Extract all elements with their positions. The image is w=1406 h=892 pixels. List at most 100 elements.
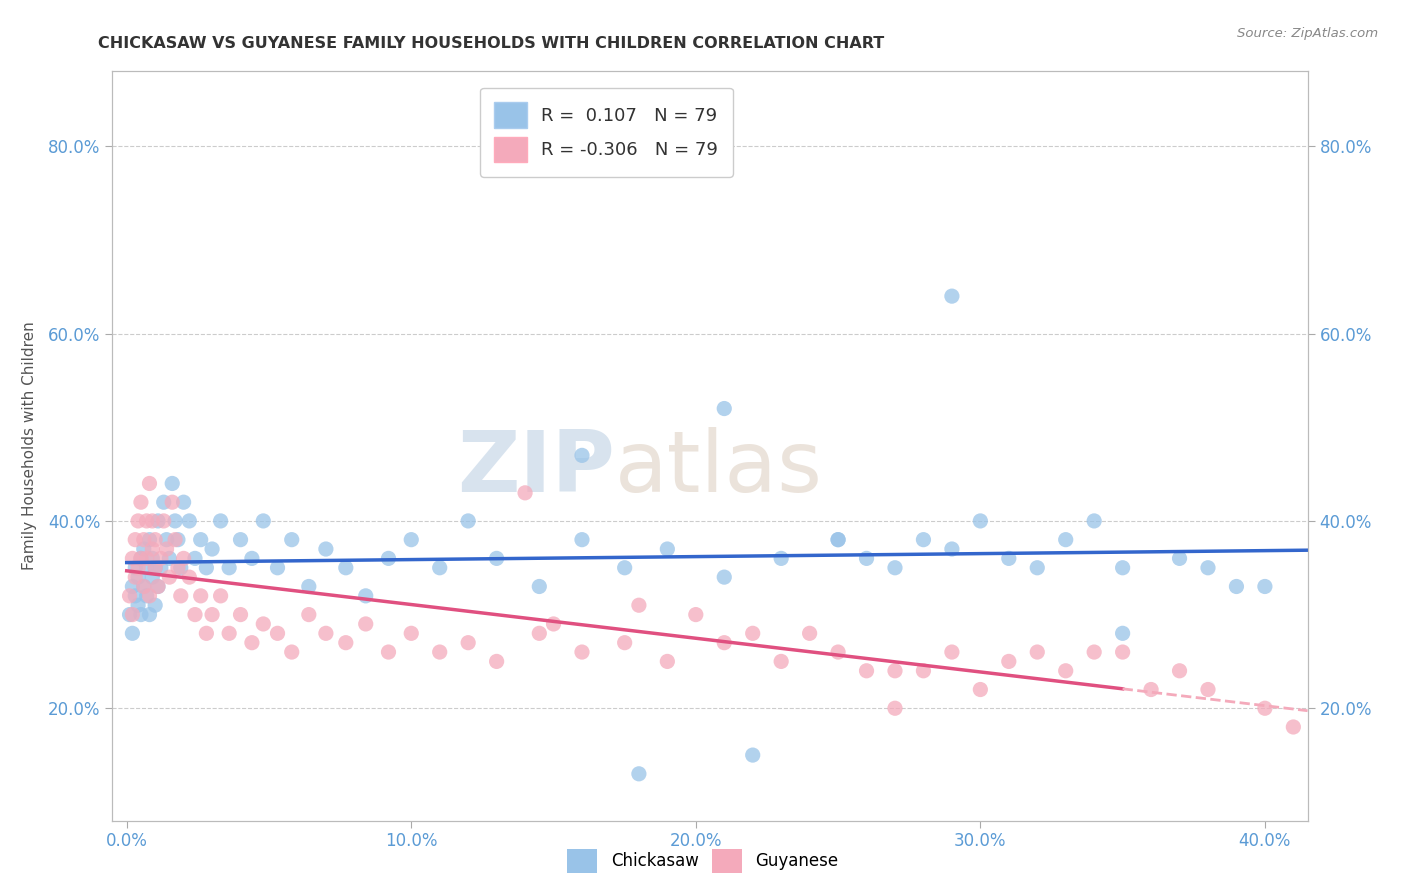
Point — [713, 635, 735, 649]
Point — [170, 589, 193, 603]
Point — [124, 589, 146, 603]
Point — [195, 561, 218, 575]
Point — [827, 645, 849, 659]
Point — [132, 533, 155, 547]
Point — [1197, 682, 1219, 697]
Point — [209, 589, 232, 603]
Point — [170, 561, 193, 575]
Point — [998, 551, 1021, 566]
Point — [855, 551, 877, 566]
Point — [167, 533, 190, 547]
Point — [121, 626, 143, 640]
Point — [401, 533, 423, 547]
Point — [190, 589, 212, 603]
Point — [132, 580, 155, 594]
Point — [969, 682, 991, 697]
Point — [149, 561, 172, 575]
Point — [377, 645, 399, 659]
Point — [315, 542, 337, 557]
Point — [135, 561, 157, 575]
Point — [127, 599, 149, 613]
Point — [118, 607, 141, 622]
Point — [152, 514, 174, 528]
Point — [149, 551, 172, 566]
Point — [143, 561, 166, 575]
Point — [713, 401, 735, 416]
Point — [281, 645, 304, 659]
Point — [184, 551, 207, 566]
Point — [1111, 626, 1133, 640]
Point — [190, 533, 212, 547]
Point — [741, 626, 763, 640]
Point — [167, 561, 190, 575]
Text: atlas: atlas — [614, 427, 823, 510]
Point — [155, 542, 177, 557]
Point — [298, 607, 321, 622]
Point — [770, 655, 793, 669]
Point — [252, 617, 274, 632]
Point — [143, 561, 166, 575]
Point — [377, 551, 399, 566]
Point — [129, 607, 152, 622]
Point — [1054, 664, 1077, 678]
Point — [152, 495, 174, 509]
Point — [657, 542, 679, 557]
Point — [1168, 551, 1191, 566]
Point — [157, 570, 180, 584]
Point — [485, 551, 508, 566]
Y-axis label: Family Households with Children: Family Households with Children — [22, 322, 37, 570]
Point — [218, 626, 240, 640]
Point — [969, 514, 991, 528]
Point — [529, 626, 551, 640]
Point — [155, 533, 177, 547]
Point — [1026, 561, 1049, 575]
Point — [121, 580, 143, 594]
Point — [1254, 580, 1277, 594]
Point — [146, 580, 169, 594]
Point — [1111, 561, 1133, 575]
Point — [129, 551, 152, 566]
Point — [1111, 645, 1133, 659]
Point — [1083, 645, 1105, 659]
Point — [855, 664, 877, 678]
Point — [884, 664, 907, 678]
Point — [135, 514, 157, 528]
Point — [173, 495, 195, 509]
Point — [165, 514, 187, 528]
Point — [162, 495, 183, 509]
Point — [127, 570, 149, 584]
Point — [1282, 720, 1305, 734]
Point — [827, 533, 849, 547]
Point — [240, 551, 263, 566]
Point — [457, 635, 479, 649]
Point — [354, 617, 377, 632]
Point — [315, 626, 337, 640]
Point — [741, 747, 763, 762]
Point — [201, 607, 224, 622]
Point — [143, 599, 166, 613]
Point — [141, 551, 163, 566]
Point — [657, 655, 679, 669]
Point — [132, 580, 155, 594]
Point — [912, 533, 935, 547]
Point — [146, 514, 169, 528]
Point — [266, 626, 288, 640]
Point — [912, 664, 935, 678]
Point — [571, 645, 593, 659]
Point — [1168, 664, 1191, 678]
Point — [209, 514, 232, 528]
Point — [884, 701, 907, 715]
Point — [138, 589, 160, 603]
Point — [266, 561, 288, 575]
Point — [1026, 645, 1049, 659]
Point — [173, 551, 195, 566]
Point — [129, 495, 152, 509]
Legend: Chickasaw, Guyanese: Chickasaw, Guyanese — [561, 842, 845, 880]
Point — [941, 289, 963, 303]
Point — [195, 626, 218, 640]
Point — [179, 570, 201, 584]
Point — [335, 561, 357, 575]
Point — [529, 580, 551, 594]
Point — [135, 589, 157, 603]
Point — [770, 551, 793, 566]
